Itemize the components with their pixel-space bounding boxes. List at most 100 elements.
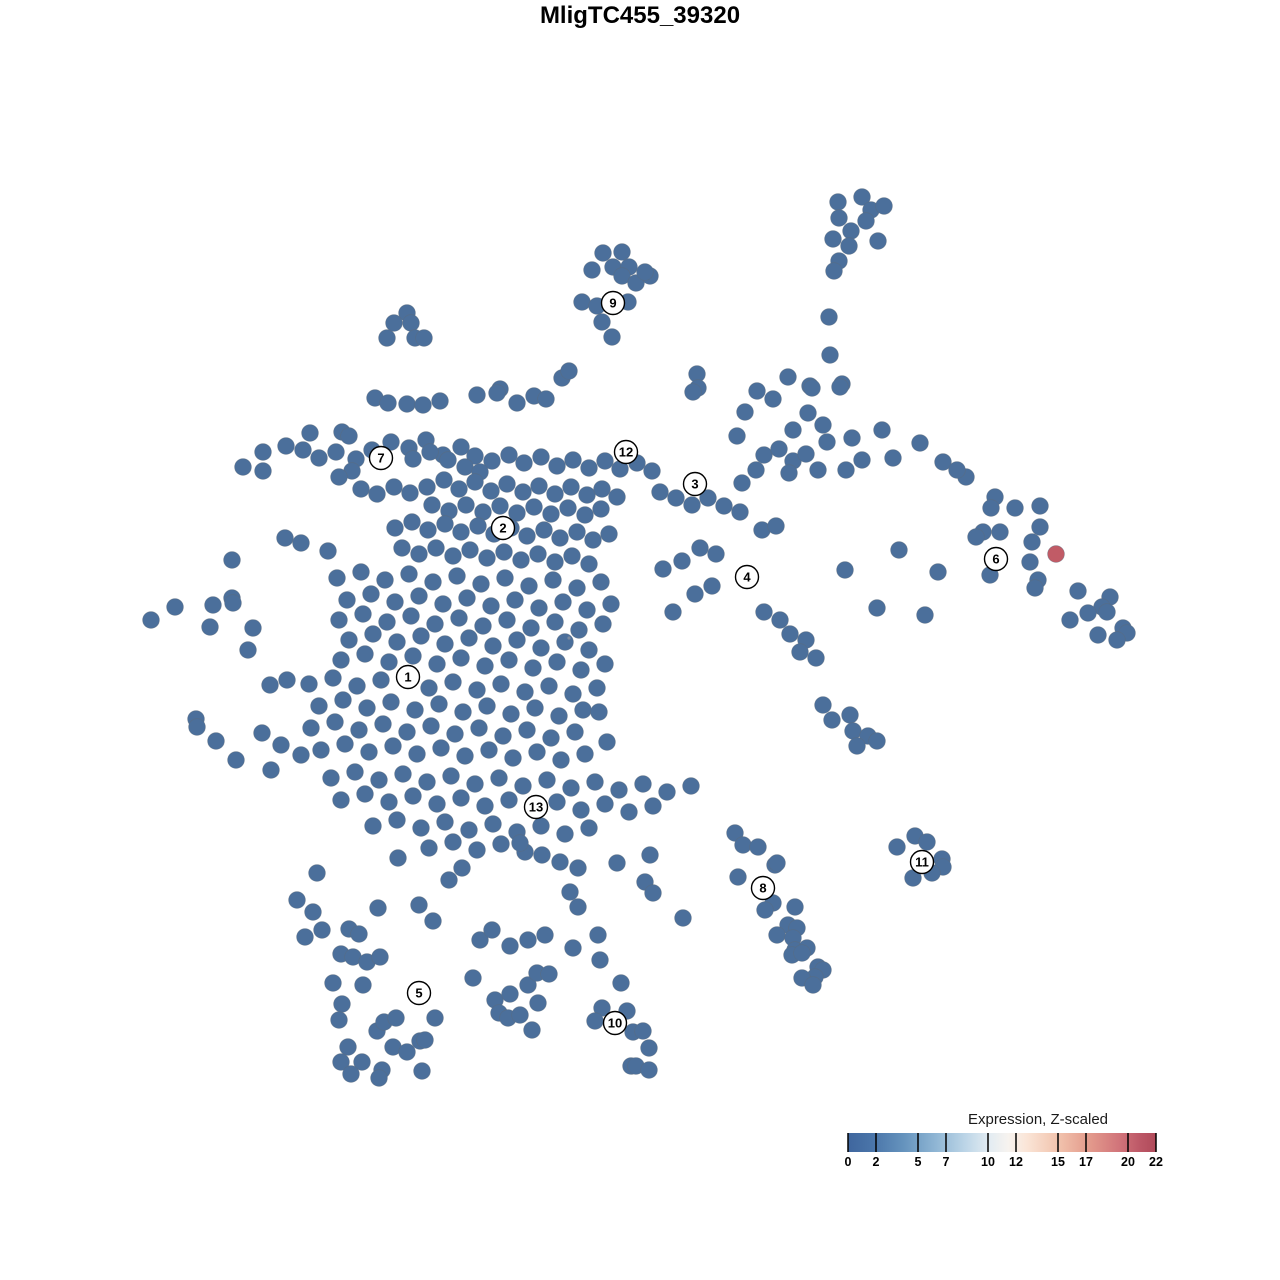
data-point (453, 859, 471, 877)
data-point (431, 392, 449, 410)
data-point (292, 534, 310, 552)
data-point (421, 443, 439, 461)
data-point (434, 595, 452, 613)
data-point (823, 711, 841, 729)
data-point (523, 1021, 541, 1039)
cluster-label-number: 9 (609, 296, 616, 311)
data-point (501, 985, 519, 1003)
cluster-label-circle (602, 1010, 628, 1036)
plot-title: MligTC455_39320 (539, 2, 741, 29)
data-point (560, 362, 578, 380)
data-point (415, 329, 433, 347)
cluster-label-number: 4 (743, 570, 751, 585)
data-point (535, 521, 553, 539)
data-point (563, 547, 581, 565)
data-point (511, 834, 529, 852)
data-point (640, 1061, 658, 1079)
data-point (492, 675, 510, 693)
data-point (478, 549, 496, 567)
data-point (352, 563, 370, 581)
data-point (332, 791, 350, 809)
data-point (673, 552, 691, 570)
data-point (340, 427, 358, 445)
data-point (562, 779, 580, 797)
cluster-label-circle (682, 471, 708, 497)
data-point (591, 951, 609, 969)
data-point (525, 498, 543, 516)
data-point (398, 723, 416, 741)
data-point (450, 609, 468, 627)
data-point (842, 222, 860, 240)
data-point (593, 313, 611, 331)
data-point (613, 267, 631, 285)
data-point (519, 976, 537, 994)
data-point (756, 901, 774, 919)
data-point (352, 480, 370, 498)
data-point (532, 448, 550, 466)
cluster-label-number: 13 (529, 800, 543, 815)
data-point (440, 871, 458, 889)
data-point (460, 821, 478, 839)
data-point (402, 607, 420, 625)
data-point (223, 551, 241, 569)
data-point (272, 736, 290, 754)
data-point (589, 926, 607, 944)
data-point (691, 539, 709, 557)
data-point (468, 681, 486, 699)
data-point (749, 838, 767, 856)
data-point (424, 573, 442, 591)
data-point (400, 565, 418, 583)
data-point (428, 655, 446, 673)
data-point (540, 965, 558, 983)
data-point (504, 749, 522, 767)
data-point (403, 513, 421, 531)
data-point (667, 489, 685, 507)
data-point (508, 631, 526, 649)
data-point (387, 1009, 405, 1027)
data-point (385, 478, 403, 496)
data-point (468, 841, 486, 859)
data-point (234, 458, 252, 476)
data-point (779, 368, 797, 386)
data-point (188, 718, 206, 736)
legend-title: Expression, Z-scaled (968, 1111, 1108, 1128)
data-point (569, 859, 587, 877)
cluster-label-circle (406, 980, 432, 1006)
legend-tick-label: 7 (943, 1155, 950, 1169)
data-point (590, 703, 608, 721)
data-point (809, 461, 827, 479)
data-point (401, 484, 419, 502)
data-point (715, 497, 733, 515)
data-point (580, 819, 598, 837)
data-point (728, 427, 746, 445)
data-point (1089, 626, 1107, 644)
data-point (564, 451, 582, 469)
data-point (406, 701, 424, 719)
data-point (330, 1011, 348, 1029)
data-point (598, 733, 616, 751)
data-point (474, 617, 492, 635)
legend-tick-label: 10 (981, 1155, 995, 1169)
data-point (574, 701, 592, 719)
data-point (430, 695, 448, 713)
data-point (410, 896, 428, 914)
data-point (514, 777, 532, 795)
data-point (413, 1062, 431, 1080)
data-point (576, 506, 594, 524)
tiny-point (567, 636, 571, 640)
data-point (334, 691, 352, 709)
data-point (476, 657, 494, 675)
data-point (578, 601, 596, 619)
data-point (868, 599, 886, 617)
data-point (538, 771, 556, 789)
data-point (404, 450, 422, 468)
data-point (404, 787, 422, 805)
data-point (857, 212, 875, 230)
data-point (736, 403, 754, 421)
data-point (454, 703, 472, 721)
data-point (831, 378, 849, 396)
data-point (799, 404, 817, 422)
